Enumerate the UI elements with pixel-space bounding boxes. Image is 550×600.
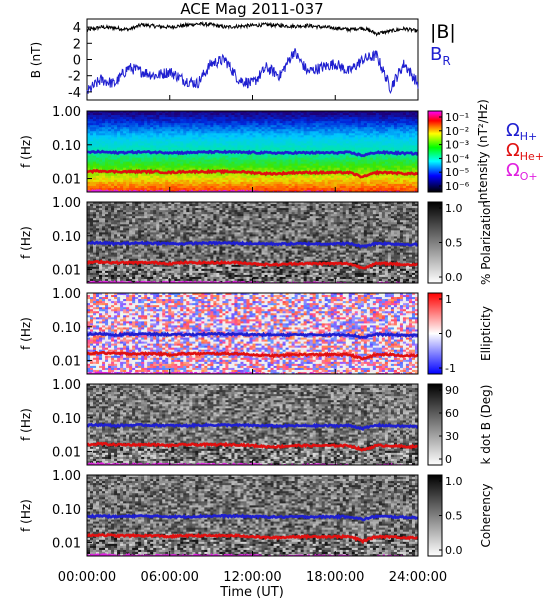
gyro-line-he (87, 350, 418, 361)
colorbar-tick-label: 0.0 (445, 271, 463, 284)
x-tick-label: 00:00:00 (58, 570, 116, 585)
gyro-line-he (87, 259, 418, 270)
y-tick-label: 0.01 (52, 355, 81, 370)
y-tick-label: 0.01 (52, 537, 81, 552)
y-tick-label: 0.01 (52, 264, 81, 279)
polarization-panel: 1.00 0.10 0.01 f (Hz) 1.0 0.5 0.0 % Polarizatio… (19, 196, 493, 285)
colorbar-tick-label: 10⁻⁵ (445, 166, 469, 179)
colorbar-tick-label: 90 (445, 384, 459, 397)
y-axis-label: f (Hz) (19, 499, 33, 532)
y-tick-label: 1.00 (52, 287, 81, 302)
k-dot-b-colorbar (427, 383, 443, 466)
colorbar-tick-label: 0 (445, 453, 452, 466)
y-axis-label: f (Hz) (19, 135, 33, 168)
y-tick-label: 0.10 (52, 412, 81, 427)
gyro-line-h (87, 422, 418, 432)
colorbar-tick-label: 10⁻⁶ (445, 180, 470, 193)
ellipticity-spectrogram (87, 293, 418, 374)
colorbar-tick-label: 60 (445, 407, 459, 420)
colorbar-tick-label: 0.5 (445, 237, 463, 250)
ellipticity-panel: 1.00 0.10 0.01 f (Hz) 1 0 -1 Ellipticity (19, 287, 493, 375)
y-tick-label: 1.00 (52, 196, 81, 211)
b-field-y-tick-label: 0 (73, 54, 81, 69)
gyro-line-o (87, 280, 418, 283)
b-field-y-tick-label: 2 (73, 37, 81, 52)
y-tick-label: 0.10 (52, 321, 81, 336)
colorbar-tick-label: 0.5 (445, 510, 463, 523)
b-field-y-label: B (nT) (29, 42, 43, 78)
colorbar-tick-label: 10⁻³ (445, 139, 469, 152)
x-axis-ticks: 00:00:00 06:00:00 12:00:00 18:00:00 24:00:00 (58, 570, 447, 585)
x-tick-label: 12:00:00 (223, 570, 281, 585)
ion-gyrofrequency-legend: ΩH+ΩHe+ΩO+ (506, 120, 544, 183)
series-line-b-radial (86, 48, 419, 95)
colorbar-label: Coherency (479, 483, 493, 547)
gyro-line-h (87, 149, 418, 158)
gyro-line-he (87, 532, 418, 545)
b-field-y-tick-label: -4 (68, 86, 81, 101)
k-dot-b-spectrogram (87, 384, 418, 465)
gyro-line-h (87, 240, 418, 249)
intensity-colorbar (427, 110, 443, 193)
chart-title: ACE Mag 2011-037 (180, 0, 323, 18)
x-axis-label: Time (UT) (219, 585, 284, 600)
b-field-y-tick-label: -2 (68, 70, 81, 85)
intensity-panel: 1.00 0.10 0.01 f (Hz) 10⁻¹10⁻²10⁻³10⁻⁴10⁻⁵10… (19, 99, 490, 204)
colorbar-tick-label: 0.0 (445, 544, 463, 557)
colorbar-tick-label: 0 (445, 328, 452, 341)
b-field-series (86, 20, 419, 95)
colorbar-tick-label: 10⁻² (445, 125, 469, 138)
colorbar-tick-label: 1 (445, 293, 452, 306)
colorbar-tick-label: 1.0 (445, 475, 463, 488)
y-tick-label: 0.01 (52, 173, 81, 188)
colorbar-tick-label: 1.0 (445, 202, 463, 215)
x-tick-label: 18:00:00 (306, 570, 364, 585)
colorbar-tick-label: -1 (445, 362, 456, 375)
legend-b-magnitude: |B| (430, 21, 456, 43)
legend-entry-O: ΩO+ (506, 160, 538, 183)
colorbar-tick-label: 10⁻¹ (445, 111, 469, 124)
coherency-panel: 1.00 0.10 0.01 f (Hz) 1.0 0.5 0.0 Coherency (19, 469, 493, 557)
y-tick-label: 0.10 (52, 139, 81, 154)
colorbar-label: % Polarization (479, 200, 493, 285)
k-dot-b-panel: 1.00 0.10 0.01 f (Hz) 90 60 30 0 k dot B (Deg) (19, 378, 493, 466)
coherency-spectrogram (87, 475, 418, 556)
y-tick-label: 0.10 (52, 230, 81, 245)
intensity-spectrogram (87, 111, 418, 192)
y-tick-label: 1.00 (52, 378, 81, 393)
y-tick-label: 1.00 (52, 105, 81, 120)
series-line-b-magnitude (86, 20, 419, 37)
x-tick-label: 24:00:00 (389, 570, 447, 585)
colorbar-tick-label: 10⁻⁴ (445, 152, 470, 165)
colorbar-label: Ellipticity (479, 306, 493, 361)
colorbar-tick-label: 30 (445, 430, 459, 443)
y-tick-label: 1.00 (52, 469, 81, 484)
b-field-panel: 42 0-2-4 B (nT) |B| BR (29, 18, 456, 101)
gyro-line-h (87, 513, 418, 522)
b-field-y-tick-label: 4 (73, 21, 81, 36)
y-axis-label: f (Hz) (19, 408, 33, 441)
gyro-line-he (87, 168, 418, 179)
gyro-line-he (87, 441, 418, 452)
x-tick-label: 06:00:00 (141, 570, 199, 585)
gyro-line-h (87, 331, 418, 340)
b-field-y-ticks: 42 0-2-4 (68, 21, 92, 101)
y-axis-label: f (Hz) (19, 226, 33, 259)
colorbar-label: k dot B (Deg) (479, 385, 493, 465)
y-tick-label: 0.10 (52, 503, 81, 518)
y-axis-label: f (Hz) (19, 317, 33, 350)
legend-b-radial: BR (430, 44, 451, 68)
polarization-spectrogram (87, 202, 418, 283)
colorbar-label: Intensity (nT²/Hz) (476, 99, 490, 204)
y-tick-label: 0.01 (52, 446, 81, 461)
